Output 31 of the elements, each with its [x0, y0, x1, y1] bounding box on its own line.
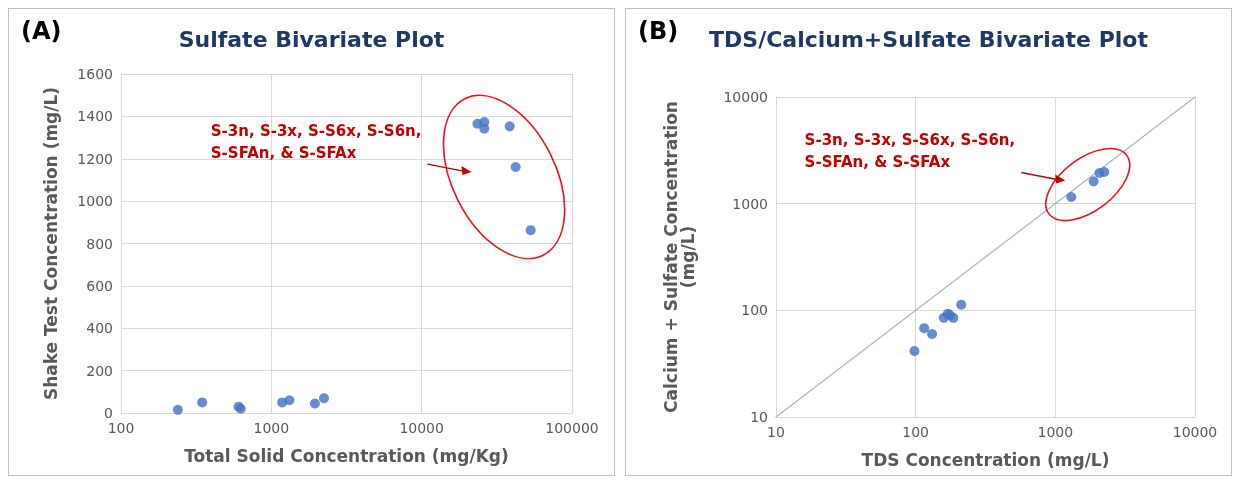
chart-title: TDS/Calcium+Sulfate Bivariate Plot [709, 26, 1149, 52]
y-tick-label: 100 [741, 302, 768, 319]
y-axis-title: Shake Test Concentration (mg/L) [40, 86, 61, 401]
y-axis-title: Calcium + Sulfate Concentration (mg/L) [660, 101, 698, 413]
y-tick-label: 10 [750, 409, 768, 425]
text: (B) [638, 17, 679, 45]
x-tick-label: 100 [902, 424, 930, 440]
x-axis-title: TDS Concentration (mg/L) [861, 449, 1110, 470]
y-tick-label: 1400 [77, 108, 113, 125]
x-tick-label: 1000 [253, 420, 290, 436]
x-tick-label: 10000 [399, 420, 444, 436]
text: (A) [21, 17, 62, 45]
y-tick-label: 1200 [77, 150, 113, 167]
x-tick-label: 1000 [1037, 424, 1074, 440]
y-tick-label: 10000 [723, 89, 768, 105]
x-axis-title: Total Solid Concentration (mg/Kg) [184, 445, 509, 466]
y-tick-label: 1600 [77, 66, 113, 82]
x-tick-label: 10 [767, 424, 785, 440]
x-tick-label: 100 [107, 420, 135, 436]
chart-title: Sulfate Bivariate Plot [178, 26, 445, 52]
y-tick-label: 1000 [732, 195, 768, 212]
y-tick-label: 1000 [77, 193, 113, 210]
y-tick-label: 200 [86, 362, 113, 379]
y-tick-label: 600 [86, 277, 113, 294]
x-tick-label: 10000 [1172, 424, 1218, 440]
annotation: S-3n, S-3x, S-S6x, S-S6n, S-SFAn, & S-SFAx [804, 129, 1016, 173]
y-tick-label: 0 [104, 405, 113, 421]
y-tick-label: 800 [86, 235, 113, 252]
x-tick-label: 100000 [545, 420, 599, 436]
y-tick-label: 400 [86, 320, 113, 337]
annotation: S-3n, S-3x, S-S6x, S-S6n, S-SFAn, & S-SFAx [210, 121, 422, 165]
